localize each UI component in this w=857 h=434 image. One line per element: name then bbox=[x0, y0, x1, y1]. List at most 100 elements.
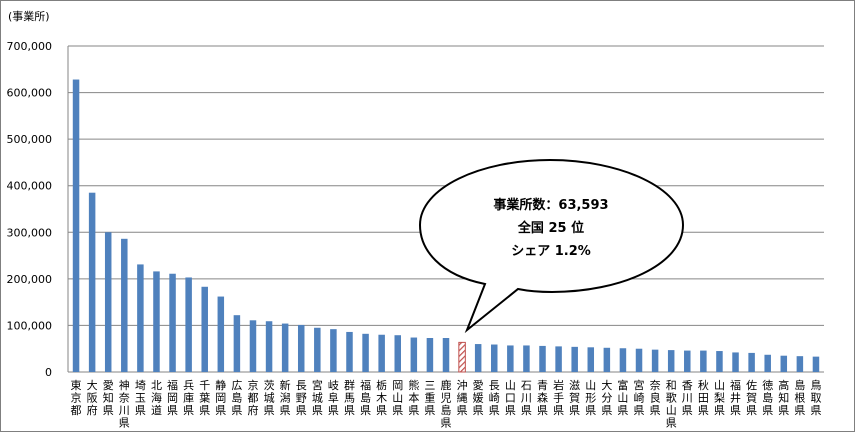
x-category-label: 島 bbox=[441, 403, 452, 417]
bar-layer bbox=[72, 79, 820, 373]
x-category-label: 東 bbox=[71, 379, 82, 392]
x-category-label: 石 bbox=[521, 379, 532, 392]
x-category-label: 野 bbox=[296, 392, 307, 405]
bar bbox=[732, 352, 739, 372]
callout-bubble: 事業所数：63,593 全国 25 位 シェア 1.2% bbox=[418, 158, 685, 334]
x-category-label: 道 bbox=[151, 403, 162, 417]
bar bbox=[185, 277, 192, 372]
x-category-label: 県 bbox=[585, 404, 596, 417]
bar bbox=[700, 350, 707, 372]
x-category-label: 城 bbox=[264, 392, 275, 405]
bar bbox=[330, 329, 337, 372]
x-category-label: 高 bbox=[778, 378, 789, 392]
x-category-label: 県 bbox=[794, 404, 805, 417]
x-category-label: 県 bbox=[762, 404, 773, 417]
bar bbox=[651, 349, 659, 372]
bar bbox=[362, 333, 369, 372]
x-category-label: 大 bbox=[87, 378, 98, 392]
x-category-label: 県 bbox=[746, 404, 757, 417]
x-category-label: 鹿 bbox=[441, 378, 452, 392]
x-category-label: 川 bbox=[119, 404, 130, 417]
x-category-label: 川 bbox=[521, 392, 532, 405]
x-category-label: 山 bbox=[585, 379, 596, 392]
bar bbox=[507, 345, 514, 372]
x-category-label: 県 bbox=[489, 404, 500, 417]
x-category-label: 青 bbox=[537, 379, 548, 392]
x-category-label: 県 bbox=[328, 404, 339, 417]
x-category-label: 県 bbox=[103, 404, 114, 417]
x-category-label: 潟 bbox=[280, 392, 291, 405]
x-category-label: 富 bbox=[617, 378, 628, 392]
x-category-label: 長 bbox=[296, 379, 307, 392]
bar bbox=[796, 356, 804, 372]
bar bbox=[523, 345, 530, 372]
bar bbox=[474, 344, 482, 372]
bar bbox=[169, 273, 176, 372]
x-category-label: 庫 bbox=[183, 391, 194, 405]
x-category-label: 府 bbox=[247, 403, 258, 417]
bar bbox=[603, 347, 611, 372]
x-category-label: 県 bbox=[231, 404, 242, 417]
x-category-label: 府 bbox=[87, 403, 98, 417]
y-tick-label: 0 bbox=[45, 366, 52, 379]
x-category-label: 秋 bbox=[698, 378, 709, 392]
bar bbox=[410, 337, 418, 372]
x-category-label: 島 bbox=[231, 391, 242, 405]
x-category-label: 児 bbox=[441, 392, 452, 405]
bar bbox=[297, 324, 305, 372]
bar bbox=[748, 352, 755, 372]
x-category-label: 山 bbox=[392, 392, 403, 405]
y-tick-label: 400,000 bbox=[7, 180, 53, 193]
bar bbox=[378, 334, 385, 372]
x-category-label: 阜 bbox=[328, 392, 339, 405]
y-tick-label: 600,000 bbox=[7, 87, 53, 100]
x-category-label: 県 bbox=[810, 404, 821, 417]
x-category-label: 良 bbox=[650, 391, 661, 405]
x-category-label: 福 bbox=[730, 378, 741, 392]
x-category-label: 県 bbox=[135, 404, 146, 417]
x-category-label: 徳 bbox=[762, 379, 773, 392]
x-category-label: 京 bbox=[247, 378, 258, 392]
x-category-label: 川 bbox=[682, 392, 693, 405]
bar bbox=[314, 327, 321, 372]
bar bbox=[72, 79, 80, 372]
x-category-label: 沖 bbox=[457, 379, 468, 392]
x-category-label: 千 bbox=[199, 379, 210, 392]
y-tick-labels: 0 100,000 200,000 300,000 400,000 500,000 600,… bbox=[7, 40, 53, 379]
x-category-label: 県 bbox=[537, 404, 548, 417]
x-category-label: 県 bbox=[505, 404, 516, 417]
x-category-label: 愛 bbox=[103, 379, 114, 392]
x-category-label: 島 bbox=[360, 391, 371, 405]
x-category-label: 島 bbox=[762, 391, 773, 405]
bar bbox=[571, 346, 578, 372]
x-category-label: 城 bbox=[312, 392, 323, 405]
bar bbox=[394, 335, 401, 372]
x-category-label: 県 bbox=[376, 404, 387, 417]
x-category-label: 県 bbox=[714, 404, 725, 417]
x-category-label: 茨 bbox=[264, 378, 275, 392]
x-category-label: 県 bbox=[408, 404, 419, 417]
x-category-label: 県 bbox=[698, 404, 709, 417]
x-category-label: 岡 bbox=[215, 392, 226, 405]
x-category-label: 広 bbox=[231, 379, 242, 392]
bar bbox=[281, 323, 289, 372]
x-category-label: 鳥 bbox=[810, 378, 821, 392]
x-category-label: 賀 bbox=[746, 392, 757, 405]
x-category-label: 手 bbox=[553, 391, 564, 405]
x-category-label: 本 bbox=[408, 391, 419, 405]
x-category-label: 新 bbox=[280, 378, 291, 392]
bar bbox=[121, 238, 128, 372]
x-category-label: 県 bbox=[553, 404, 564, 417]
x-category-label: 玉 bbox=[135, 392, 146, 405]
x-category-label: 阪 bbox=[87, 391, 98, 405]
x-category-label: 重 bbox=[424, 391, 435, 405]
x-category-label: 奈 bbox=[650, 378, 661, 392]
x-category-label: 香 bbox=[682, 379, 693, 392]
x-category-label: 県 bbox=[730, 404, 741, 417]
x-category-label: 県 bbox=[569, 404, 580, 417]
x-category-label: 県 bbox=[457, 404, 468, 417]
x-category-label: 宮 bbox=[312, 378, 323, 392]
x-category-label: 神 bbox=[119, 378, 130, 392]
